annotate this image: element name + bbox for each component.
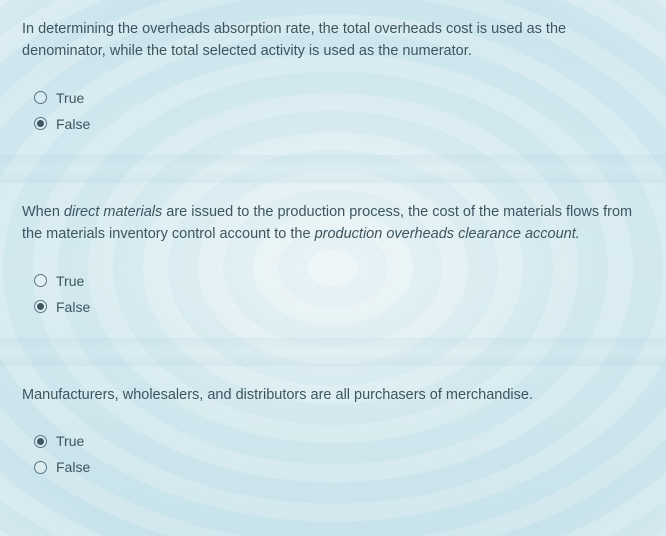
option-row-false[interactable]: False [34,454,644,480]
option-label: False [56,299,90,315]
question-text: In determining the overheads absorption … [22,18,644,63]
option-row-false[interactable]: False [34,111,644,137]
options-group: True False [0,258,666,338]
option-label: True [56,90,84,106]
options-group: True False [0,75,666,155]
option-label: True [56,273,84,289]
radio-icon[interactable] [34,435,47,448]
options-group: True False [0,418,666,498]
question-text: Manufacturers, wholesalers, and distribu… [22,384,644,406]
option-label: False [56,116,90,132]
option-row-true[interactable]: True [34,85,644,111]
option-row-true[interactable]: True [34,428,644,454]
radio-icon[interactable] [34,461,47,474]
radio-icon[interactable] [34,300,47,313]
option-row-true[interactable]: True [34,268,644,294]
radio-icon[interactable] [34,274,47,287]
question-separator [0,155,666,183]
question-text-part: production overheads clearance account. [315,226,580,242]
radio-icon[interactable] [34,91,47,104]
question-text-part: Manufacturers, wholesalers, and distribu… [22,387,533,403]
option-label: False [56,459,90,475]
option-label: True [56,433,84,449]
question-text-part: When [22,204,64,220]
question-text-part: direct materials [64,204,162,220]
question-block: Manufacturers, wholesalers, and distribu… [0,366,666,418]
question-block: In determining the overheads absorption … [0,0,666,75]
option-row-false[interactable]: False [34,294,644,320]
question-block: When direct materials are issued to the … [0,183,666,258]
question-separator [0,338,666,366]
question-text-part: In determining the overheads absorption … [22,21,566,59]
quiz-container: In determining the overheads absorption … [0,0,666,498]
radio-icon[interactable] [34,117,47,130]
question-text: When direct materials are issued to the … [22,201,644,246]
